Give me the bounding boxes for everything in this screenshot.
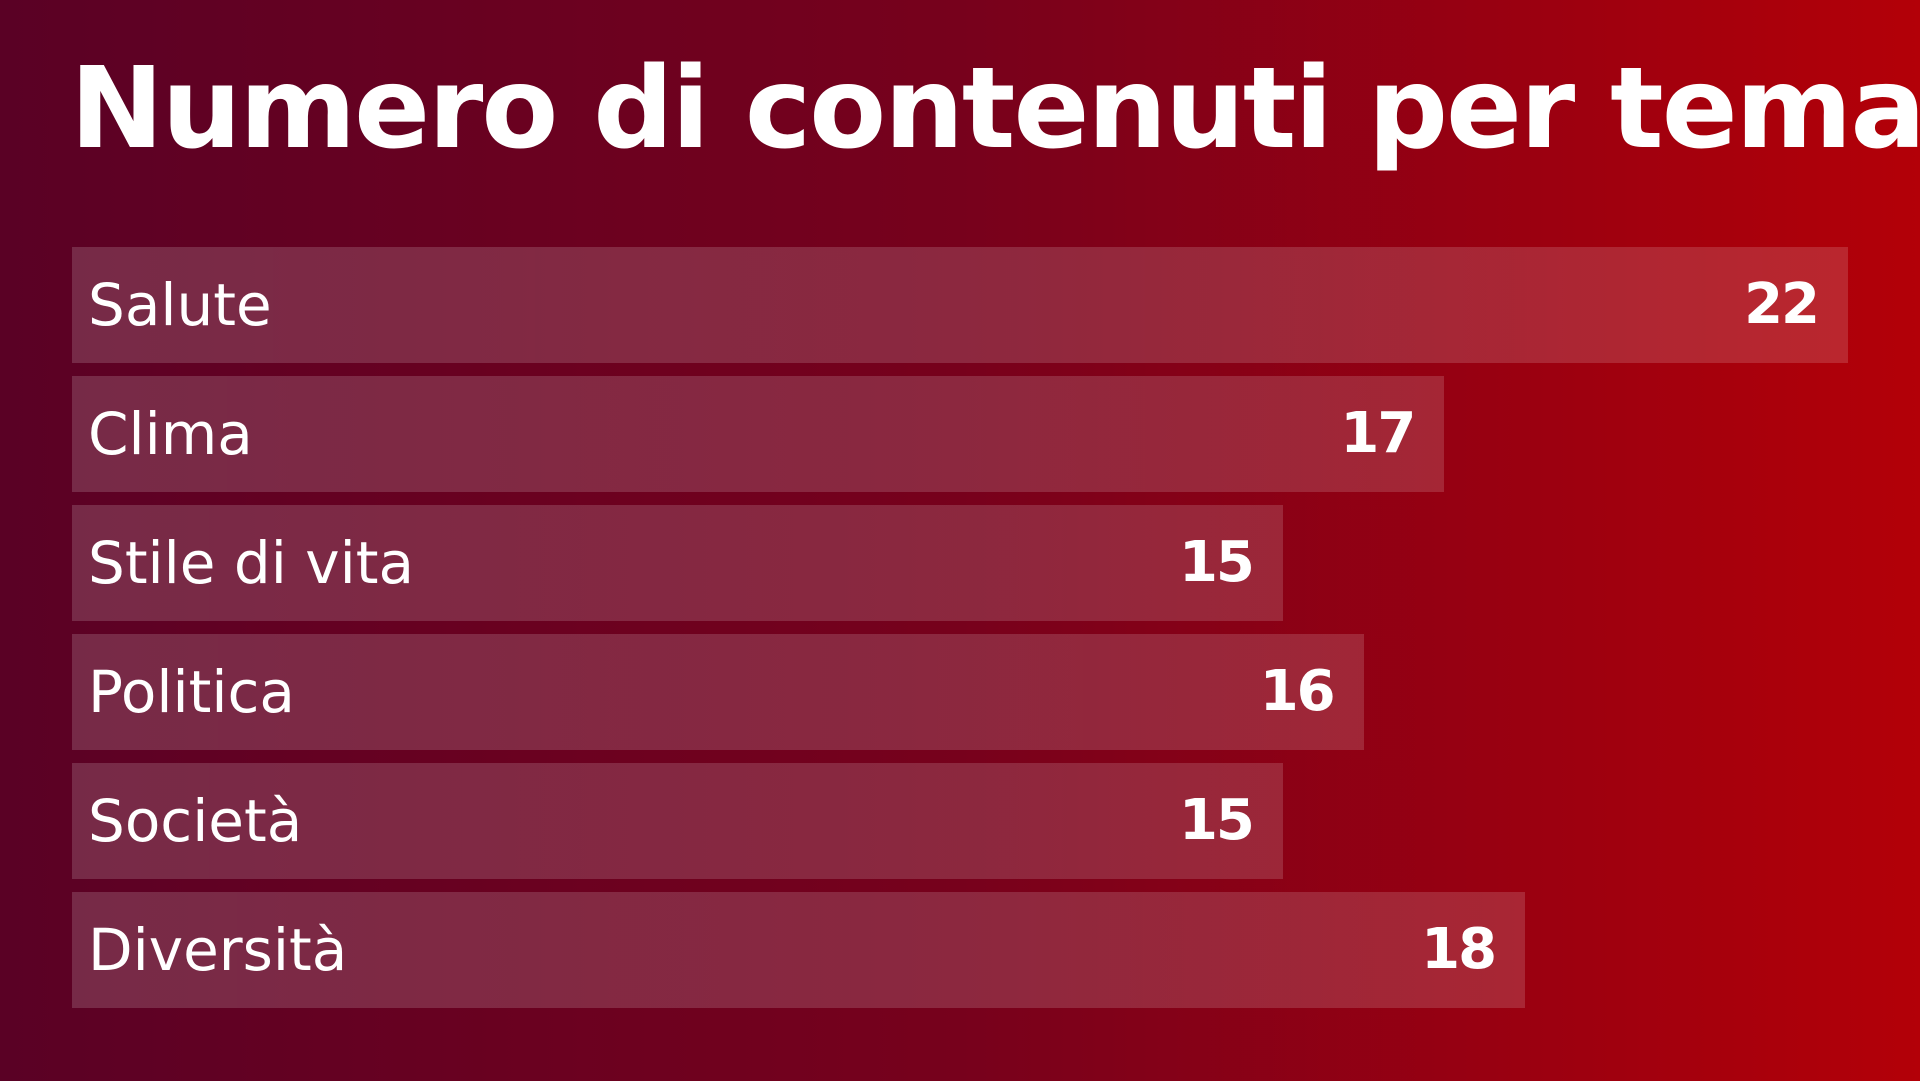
bar-value-label: 16: [1259, 659, 1336, 724]
bar-label: Società: [88, 787, 303, 855]
bar-clima: Clima 17: [72, 376, 1445, 492]
bar-value-label: 15: [1178, 788, 1255, 853]
bar-label: Diversità: [88, 916, 348, 984]
bar-label: Politica: [88, 658, 295, 726]
bar-diversit: Diversità 18: [72, 892, 1526, 1008]
bar-stile-di-vita: Stile di vita 15: [72, 505, 1283, 621]
bar-value-label: 15: [1178, 530, 1255, 595]
bar-salute: Salute 22: [72, 247, 1848, 363]
bar-societ: Società 15: [72, 763, 1283, 879]
bar-value-label: 22: [1744, 272, 1820, 337]
bar-label: Clima: [88, 400, 253, 468]
bar-value-label: 17: [1340, 401, 1416, 466]
bar-label: Salute: [88, 271, 272, 339]
bar-label: Stile di vita: [88, 529, 414, 597]
bar-value-label: 18: [1421, 917, 1497, 982]
bar-politica: Politica 16: [72, 634, 1364, 750]
chart-title: Numero di contenuti per tema: [70, 44, 1920, 174]
bar-chart: Salute 22 Clima 17 Stile di vita 15 Politica 16…: [72, 247, 1848, 1012]
